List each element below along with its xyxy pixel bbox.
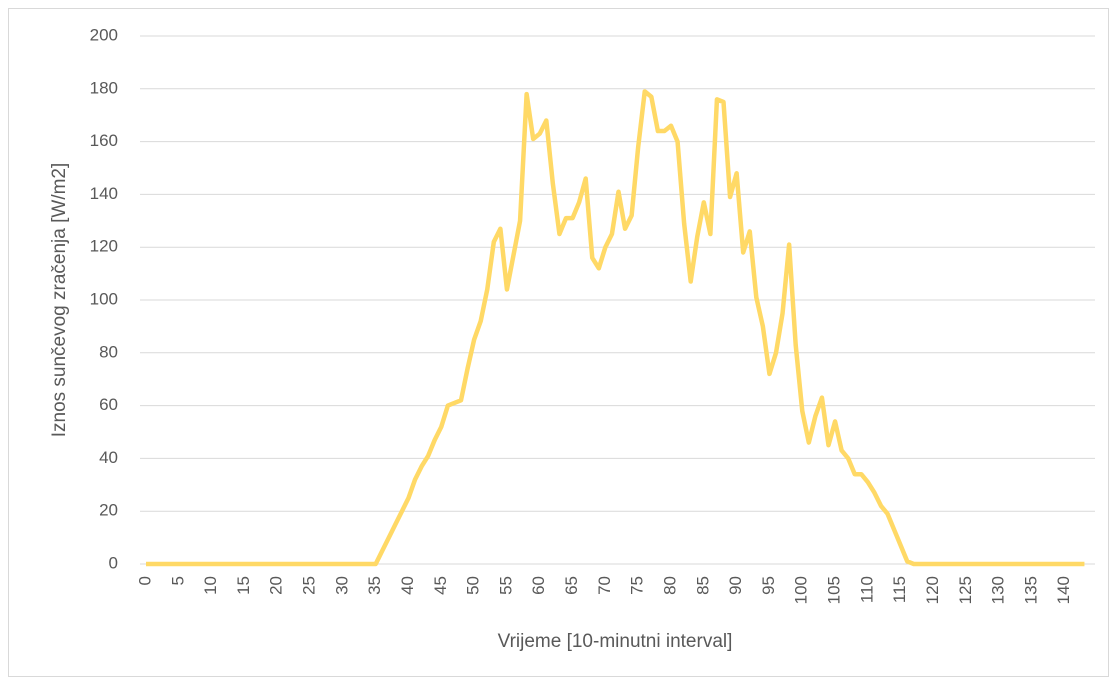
x-axis-label: Vrijeme [10-minutni interval] <box>498 631 733 652</box>
y-tick-label: 120 <box>90 237 118 256</box>
x-tick-label: 90 <box>726 576 745 595</box>
x-tick-label: 80 <box>660 576 679 595</box>
y-tick-label: 180 <box>90 78 118 97</box>
y-tick-label: 20 <box>99 501 118 520</box>
x-tick-label: 55 <box>496 576 515 595</box>
x-tick-label: 100 <box>792 576 811 604</box>
x-tick-label: 35 <box>365 576 384 595</box>
x-tick-label: 65 <box>562 576 581 595</box>
y-tick-label: 200 <box>90 25 118 44</box>
x-tick-label: 25 <box>300 576 319 595</box>
x-tick-label: 140 <box>1054 576 1073 604</box>
x-tick-label: 30 <box>332 576 351 595</box>
x-tick-label: 15 <box>234 576 253 595</box>
y-tick-label: 80 <box>99 342 118 361</box>
x-tick-label: 125 <box>956 576 975 604</box>
x-tick-label: 45 <box>431 576 450 595</box>
x-tick-label: 95 <box>759 576 778 595</box>
y-tick-label: 160 <box>90 131 118 150</box>
y-tick-label: 140 <box>90 184 118 203</box>
x-tick-label: 70 <box>595 576 614 595</box>
x-tick-label: 5 <box>168 576 187 585</box>
x-tick-label: 105 <box>825 576 844 604</box>
x-tick-label: 130 <box>989 576 1008 604</box>
y-axis-label: Iznos sunčevog zračenja [W/m2] <box>49 163 70 438</box>
x-tick-label: 115 <box>890 576 909 603</box>
x-tick-label: 10 <box>201 576 220 595</box>
data-line <box>146 89 1085 567</box>
x-tick-label: 75 <box>628 576 647 595</box>
y-tick-label: 0 <box>109 553 118 572</box>
x-tick-label: 85 <box>693 576 712 595</box>
y-tick-label: 100 <box>90 289 118 308</box>
x-tick-label: 40 <box>398 576 417 595</box>
y-tick-label: 60 <box>99 395 118 414</box>
x-tick-label: 110 <box>857 576 876 603</box>
x-tick-label: 20 <box>267 576 286 595</box>
x-tick-label: 60 <box>529 576 548 595</box>
x-tick-label: 50 <box>464 576 483 595</box>
x-tick-label: 135 <box>1021 576 1040 604</box>
x-tick-label: 0 <box>135 576 154 585</box>
x-tick-label: 120 <box>923 576 942 604</box>
y-tick-label: 40 <box>99 448 118 467</box>
